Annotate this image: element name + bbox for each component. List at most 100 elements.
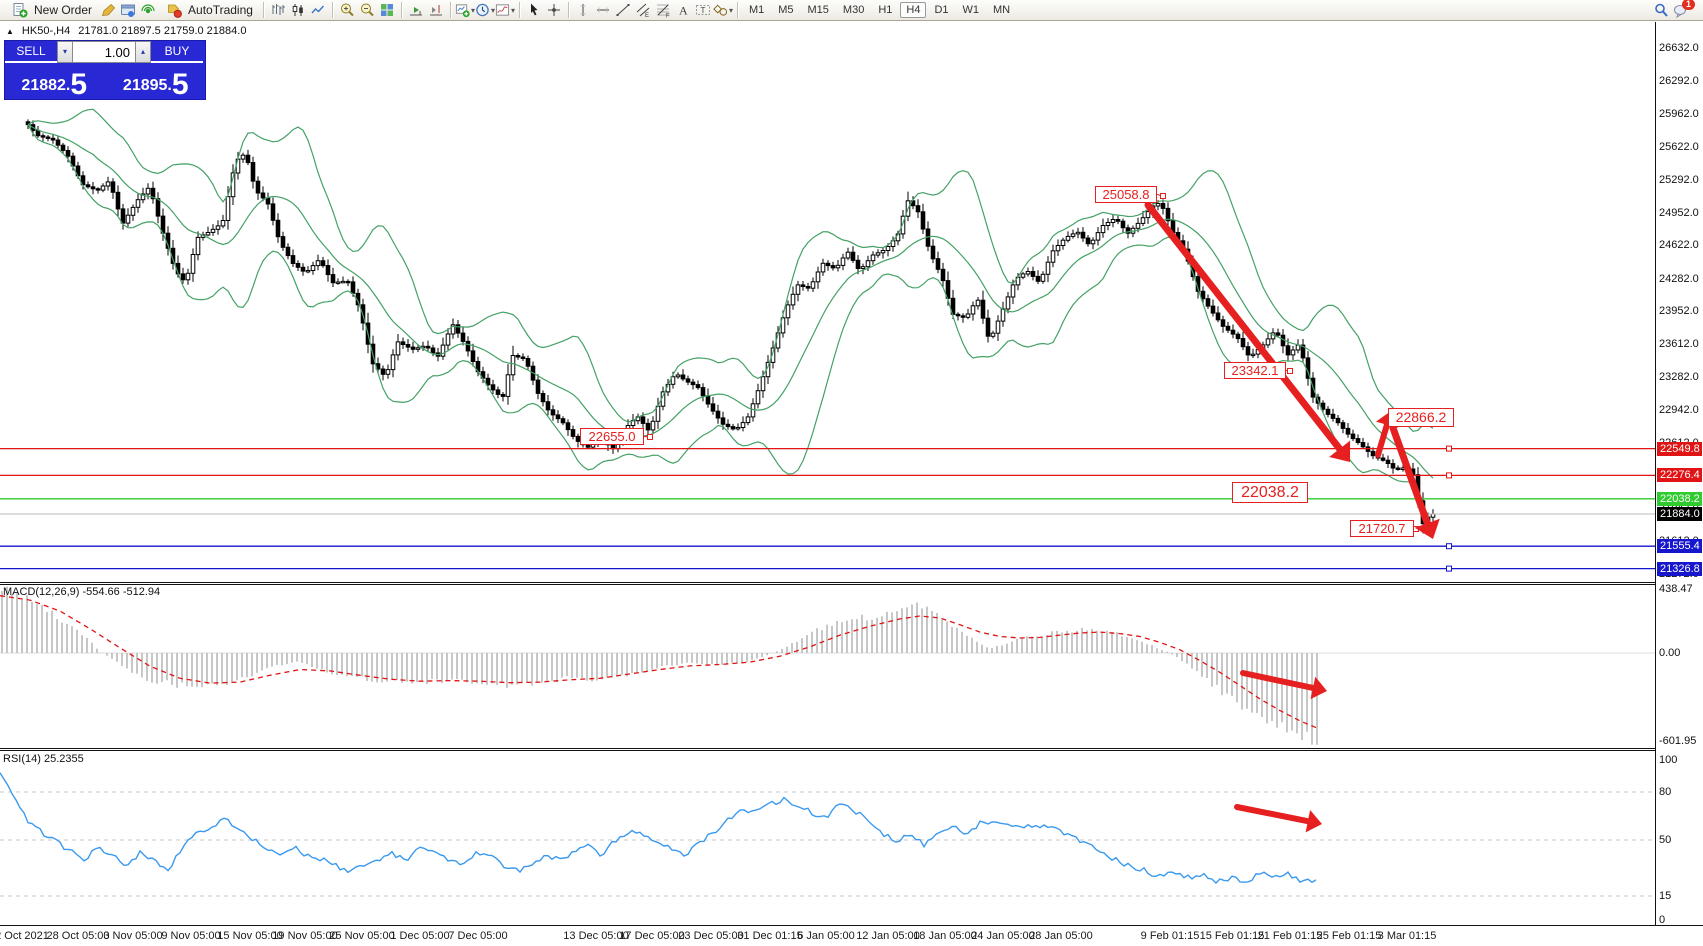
price-chart-canvas[interactable]	[0, 22, 1655, 582]
terminal-icon[interactable]	[118, 1, 138, 20]
autotrading-icon[interactable]	[164, 1, 184, 20]
crosshair-icon[interactable]	[544, 1, 564, 20]
x-axis-label: 9 Nov 05:00	[161, 930, 221, 942]
chart-shift-icon[interactable]	[426, 1, 446, 20]
toolbar-separator	[736, 2, 738, 18]
search-icon[interactable]	[1651, 1, 1671, 20]
metaeditor-icon[interactable]	[98, 1, 118, 20]
timeframe-h4[interactable]: H4	[900, 2, 927, 18]
price-callout[interactable]: 23342.1	[1224, 362, 1286, 379]
timeframe-w1[interactable]: W1	[962, 4, 980, 16]
time-axis[interactable]: 2 Oct 2021 28 Oct 05:00 3 Nov 05:00 9 Nov 0…	[0, 925, 1703, 946]
x-axis-label: 23 Dec 05:00	[678, 930, 744, 942]
rsi-pane[interactable]: RSI(14) 25.2355	[0, 752, 1655, 925]
price-tick: 25292.0	[1659, 173, 1699, 186]
periodicity-icon[interactable]: ▾	[475, 1, 495, 20]
one-click-trading-panel: SELL ▾ ▴ BUY 21882.5 21895.5	[4, 40, 206, 100]
price-callout[interactable]: 22866.2	[1388, 408, 1454, 427]
x-axis-label: 19 Nov 05:00	[272, 930, 338, 942]
vertical-line-icon[interactable]	[573, 1, 593, 20]
timeframe-mn[interactable]: MN	[993, 4, 1011, 16]
x-axis-label: 24 Jan 05:00	[971, 930, 1035, 942]
autotrading-button[interactable]: AutoTrading	[158, 1, 259, 20]
toolbar-separator	[262, 2, 264, 18]
price-tick: 26632.0	[1659, 42, 1699, 54]
rsi-canvas[interactable]	[0, 752, 1655, 925]
price-tick: 23282.0	[1659, 370, 1699, 383]
chart-area[interactable]: ▲ HK50-,H4 21781.0 21897.5 21759.0 21884…	[0, 22, 1703, 946]
price-callout[interactable]: 22655.0	[580, 428, 644, 445]
svg-text:T: T	[700, 6, 705, 15]
signals-icon[interactable]	[138, 1, 158, 20]
buy-button[interactable]: BUY	[151, 41, 203, 63]
price-level-label: 21555.4	[1657, 539, 1702, 554]
rsi-tick: 15	[1659, 890, 1672, 902]
price-tick: 22942.0	[1659, 404, 1699, 417]
new-chart-icon[interactable]: ▾	[455, 1, 475, 20]
volume-input[interactable]	[73, 41, 135, 63]
chat-icon[interactable]: 1	[1671, 0, 1695, 20]
price-chart-pane[interactable]: ▲ HK50-,H4 21781.0 21897.5 21759.0 21884…	[0, 22, 1655, 582]
text-icon[interactable]: A	[673, 1, 693, 20]
price-level-label: 21326.8	[1657, 561, 1702, 576]
text-label-icon[interactable]: T	[693, 1, 713, 20]
toolbar-separator	[567, 2, 569, 18]
tile-windows-icon[interactable]	[377, 1, 397, 20]
trendline-icon[interactable]	[613, 1, 633, 20]
x-axis-label: 12 Jan 05:00	[856, 930, 920, 942]
timeframe-m5[interactable]: M5	[778, 4, 794, 16]
price-tick: 24952.0	[1659, 206, 1699, 219]
pane-separator[interactable]	[0, 582, 1655, 585]
annotation-arrow[interactable]	[1234, 804, 1322, 833]
svg-text:A: A	[679, 4, 688, 18]
timeframe-m1[interactable]: M1	[748, 4, 765, 16]
x-axis-label: 25 Feb 01:15	[1316, 930, 1382, 942]
pane-separator[interactable]	[0, 748, 1655, 751]
annotation-arrow[interactable]	[1144, 201, 1351, 462]
x-axis-label: 13 Dec 05:00	[563, 930, 629, 942]
ohlc-values: 21781.0 21897.5 21759.0 21884.0	[78, 25, 247, 37]
macd-canvas[interactable]	[0, 585, 1655, 748]
timeframe-m30[interactable]: M30	[842, 4, 865, 16]
shapes-icon[interactable]: ▾	[713, 1, 733, 20]
auto-scroll-icon[interactable]	[406, 1, 426, 20]
x-axis-label: 2 Oct 2021	[0, 930, 49, 942]
fibonacci-icon[interactable]: F	[653, 1, 673, 20]
sell-price[interactable]: 21882. 5	[21, 68, 88, 101]
chart-candles-icon[interactable]	[288, 1, 308, 20]
price-callout[interactable]: 22038.2	[1232, 482, 1308, 503]
rsi-label: RSI(14) 25.2355	[3, 753, 84, 765]
x-axis-label: 3 Mar 01:15	[1377, 930, 1437, 942]
timeframe-m15[interactable]: M15	[807, 4, 829, 16]
price-level-label: 21884.0	[1657, 506, 1702, 521]
buy-price[interactable]: 21895. 5	[122, 68, 189, 101]
indicators-icon[interactable]: ▾	[495, 1, 515, 20]
x-axis-label: 7 Dec 05:00	[448, 930, 508, 942]
chart-bars-icon[interactable]	[268, 1, 288, 20]
rsi-tick: 100	[1659, 754, 1678, 766]
annotation-arrow[interactable]	[1389, 424, 1440, 539]
price-tick: 25622.0	[1659, 141, 1699, 154]
collapse-arrow-icon[interactable]: ▲	[6, 26, 14, 36]
zoom-in-icon[interactable]	[337, 1, 357, 20]
x-axis-label: 31 Dec 01:15	[737, 930, 803, 942]
cursor-icon[interactable]	[524, 1, 544, 20]
price-callout[interactable]: 21720.7	[1350, 520, 1414, 537]
volume-decrease-button[interactable]: ▾	[57, 41, 73, 63]
new-order-icon[interactable]	[10, 1, 30, 20]
equidistant-channel-icon[interactable]: E	[633, 1, 653, 20]
x-axis-label: 15 Nov 05:00	[217, 930, 283, 942]
price-callout[interactable]: 25058.8	[1095, 186, 1157, 203]
zoom-out-icon[interactable]	[357, 1, 377, 20]
annotation-arrow[interactable]	[1240, 670, 1327, 700]
horizontal-line-icon[interactable]	[593, 1, 613, 20]
volume-increase-button[interactable]: ▴	[135, 41, 151, 63]
sell-button[interactable]: SELL	[5, 41, 57, 63]
new-order-button[interactable]: New Order	[4, 1, 98, 20]
toolbar-separator	[449, 2, 451, 18]
timeframe-d1[interactable]: D1	[934, 4, 949, 16]
chart-line-icon[interactable]	[308, 1, 328, 20]
macd-pane[interactable]: MACD(12,26,9) -554.66 -512.94	[0, 585, 1655, 748]
price-axis[interactable]: 26632.0 26292.0 25962.0 25622.0 25292.0 24952…	[1656, 22, 1703, 926]
timeframe-h1[interactable]: H1	[878, 4, 893, 16]
